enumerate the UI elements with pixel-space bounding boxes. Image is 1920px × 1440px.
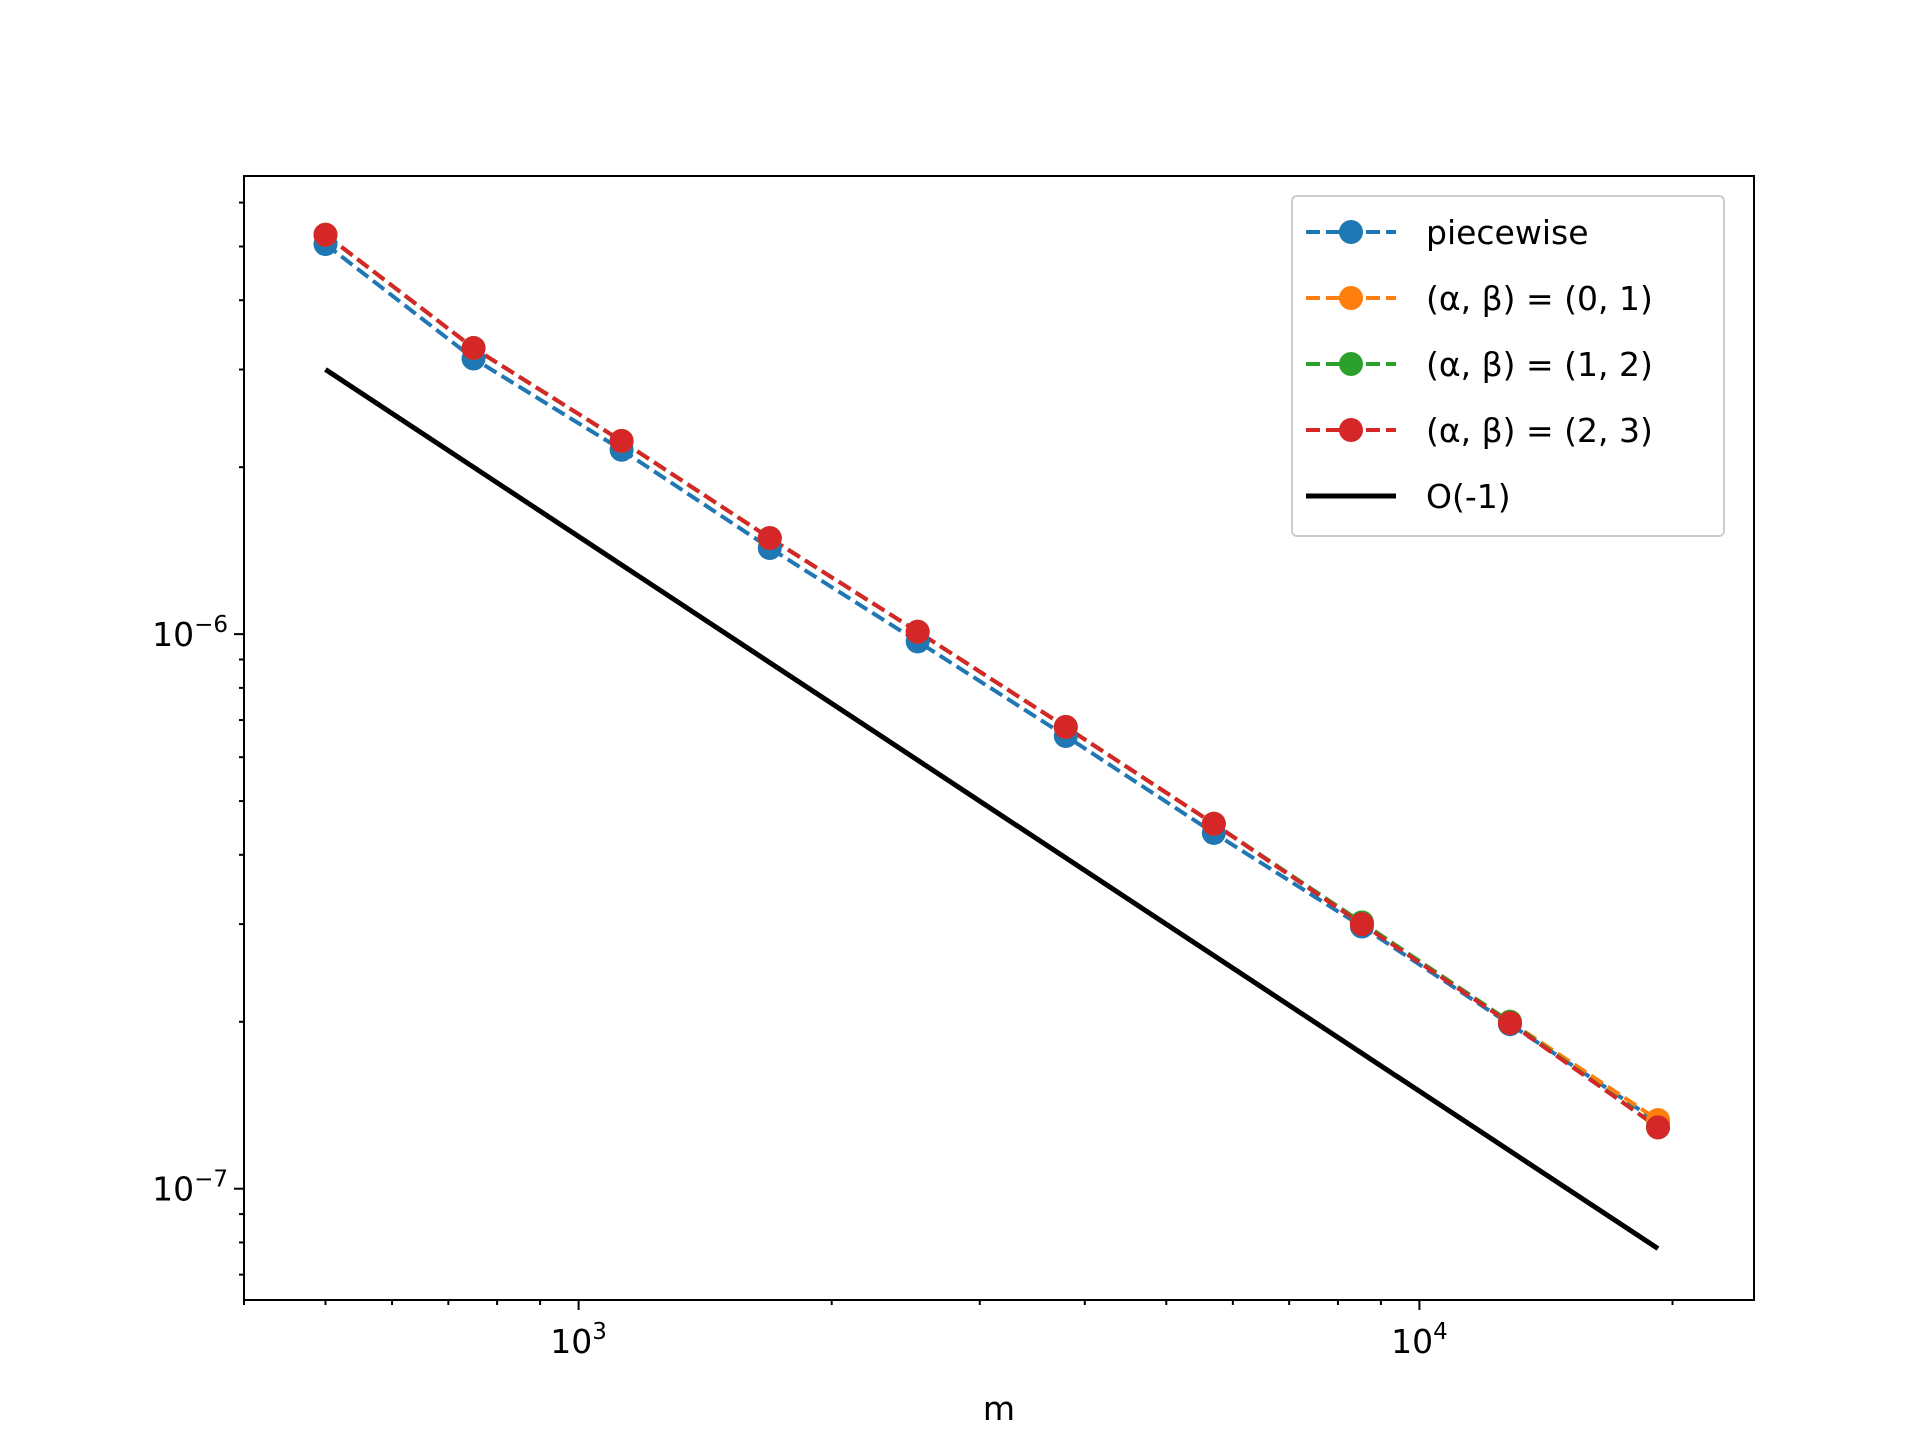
- data-point-2-3: [1201, 811, 1226, 836]
- legend-label: (α, β) = (2, 3): [1426, 411, 1653, 450]
- legend-handle-marker: [1339, 220, 1363, 244]
- y-tick-label: 10−6: [152, 612, 228, 654]
- data-point-2-3: [1349, 912, 1374, 937]
- legend-label: piecewise: [1426, 213, 1589, 252]
- data-point-2-3: [905, 619, 930, 644]
- data-point-2-3: [1053, 715, 1078, 740]
- legend-handle-marker: [1339, 286, 1363, 310]
- data-point-2-3: [461, 336, 486, 361]
- data-point-2-3: [1646, 1115, 1671, 1140]
- x-tick-label: 104: [1391, 1319, 1448, 1361]
- y-tick-label: 10−7: [152, 1167, 228, 1209]
- y-axis-ticks: 10−7 10−6: [152, 201, 244, 1276]
- legend-label: (α, β) = (1, 2): [1426, 345, 1653, 384]
- legend-label: O(-1): [1426, 477, 1511, 516]
- axes-frame: [243, 175, 1755, 1301]
- legend: piecewise (α, β) = (0, 1) (α, β) = (1, 2) (…: [1291, 195, 1725, 537]
- x-axis-ticks: 103 104: [243, 1300, 1674, 1361]
- series-line-2-3: [324, 233, 1660, 1130]
- data-point-2-3: [1497, 1010, 1522, 1035]
- reference-line-o-1: [324, 367, 1660, 1251]
- legend-handle-marker: [1339, 418, 1363, 442]
- legend-box: [1291, 195, 1725, 537]
- plot-lines: [324, 233, 1660, 1251]
- x-axis-label: m: [983, 1389, 1015, 1428]
- legend-handle-marker: [1339, 352, 1363, 376]
- series-line-piecewise: [324, 242, 1660, 1124]
- x-tick-label: 103: [550, 1319, 607, 1361]
- data-point-2-3: [757, 526, 782, 551]
- legend-label: (α, β) = (0, 1): [1426, 279, 1653, 318]
- plot-markers: [313, 222, 1671, 1140]
- data-point-2-3: [313, 222, 338, 247]
- data-point-2-3: [609, 428, 634, 453]
